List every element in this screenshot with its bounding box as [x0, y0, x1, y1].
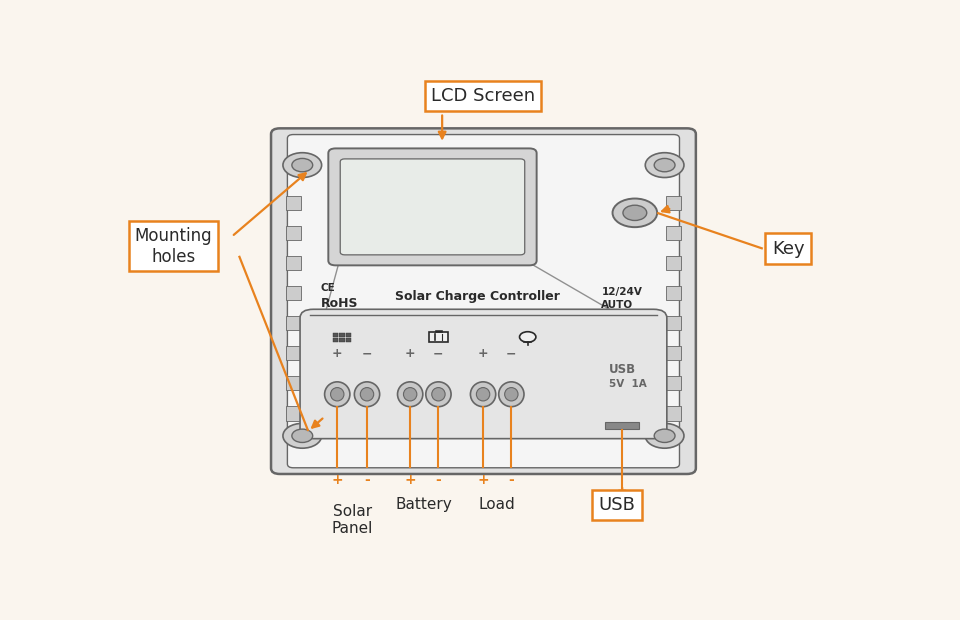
Circle shape	[292, 429, 313, 443]
Ellipse shape	[505, 388, 518, 401]
Text: +: +	[331, 473, 343, 487]
Bar	[347, 338, 351, 342]
Ellipse shape	[354, 382, 379, 407]
Ellipse shape	[476, 388, 490, 401]
Text: Battery: Battery	[396, 497, 453, 512]
Text: −: −	[362, 347, 372, 360]
Bar	[666, 196, 681, 210]
Bar	[605, 422, 638, 428]
Bar	[340, 333, 345, 337]
Text: RoHS: RoHS	[321, 297, 358, 310]
Bar	[286, 376, 300, 391]
Bar	[666, 226, 681, 240]
Ellipse shape	[426, 382, 451, 407]
Circle shape	[645, 153, 684, 177]
Text: 12/24V: 12/24V	[601, 286, 642, 296]
Text: USB: USB	[598, 496, 636, 514]
Text: +: +	[332, 347, 343, 360]
Ellipse shape	[403, 388, 417, 401]
Text: LCD Screen: LCD Screen	[431, 87, 535, 105]
Text: Load: Load	[479, 497, 516, 512]
Bar	[666, 376, 681, 391]
Text: AUTO: AUTO	[601, 299, 634, 309]
Bar	[333, 338, 338, 342]
Bar	[286, 316, 300, 330]
Text: USB: USB	[609, 363, 636, 376]
Bar	[429, 332, 448, 342]
Text: −: −	[506, 347, 516, 360]
Bar	[666, 256, 681, 270]
Circle shape	[292, 159, 313, 172]
Text: -: -	[509, 473, 515, 487]
Circle shape	[645, 423, 684, 448]
Text: -: -	[436, 473, 442, 487]
Text: CE: CE	[321, 283, 336, 293]
Text: −: −	[433, 347, 444, 360]
Text: Key: Key	[772, 240, 804, 258]
Text: Mounting
holes: Mounting holes	[134, 227, 212, 265]
Ellipse shape	[360, 388, 373, 401]
Bar	[286, 256, 300, 270]
Circle shape	[519, 332, 536, 342]
Bar	[286, 226, 300, 240]
Ellipse shape	[498, 382, 524, 407]
Circle shape	[654, 429, 675, 443]
Bar	[340, 338, 345, 342]
Bar	[666, 316, 681, 330]
Text: Solar
Panel: Solar Panel	[331, 504, 372, 536]
Circle shape	[283, 423, 322, 448]
Ellipse shape	[324, 382, 349, 407]
Bar	[333, 333, 338, 337]
Bar	[666, 406, 681, 420]
Circle shape	[612, 198, 658, 227]
Text: Solar Charge Controller: Solar Charge Controller	[396, 290, 560, 303]
Text: +: +	[478, 347, 489, 360]
Ellipse shape	[397, 382, 422, 407]
Text: +: +	[405, 347, 416, 360]
Bar	[347, 333, 351, 337]
Ellipse shape	[330, 388, 344, 401]
Bar	[286, 196, 300, 210]
FancyBboxPatch shape	[340, 159, 525, 255]
Ellipse shape	[432, 388, 445, 401]
FancyBboxPatch shape	[287, 135, 680, 467]
Circle shape	[654, 159, 675, 172]
Text: -: -	[364, 473, 370, 487]
Bar	[286, 346, 300, 360]
Text: +: +	[477, 473, 489, 487]
Ellipse shape	[470, 382, 495, 407]
Bar	[666, 346, 681, 360]
Circle shape	[283, 153, 322, 177]
Text: +: +	[404, 473, 416, 487]
Circle shape	[623, 205, 647, 221]
Bar	[286, 286, 300, 300]
Bar	[286, 406, 300, 420]
FancyBboxPatch shape	[271, 128, 696, 474]
Text: 5V  1A: 5V 1A	[609, 379, 646, 389]
Bar	[435, 330, 443, 332]
Bar	[666, 286, 681, 300]
FancyBboxPatch shape	[300, 309, 667, 439]
FancyBboxPatch shape	[328, 148, 537, 265]
